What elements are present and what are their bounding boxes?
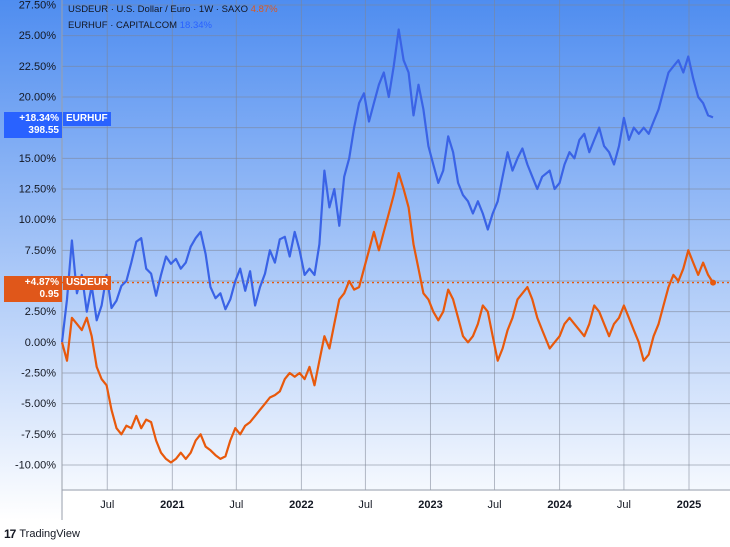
y-axis: 27.50%25.00%22.50%20.00%17.50%15.00%12.5… (15, 0, 63, 520)
x-tick-label: Jul (229, 499, 243, 511)
eurhuf-name-tag: EURHUF (63, 112, 111, 126)
y-tick-label: 15.00% (19, 153, 57, 165)
usdeur-price-tag: +4.87% 0.95 (4, 276, 62, 302)
footer-brand[interactable]: 17 TradingView (4, 527, 80, 541)
series-line-usdeur (60, 172, 714, 464)
y-tick-label: 22.50% (19, 61, 57, 73)
y-tick-label: 27.50% (19, 0, 57, 12)
x-tick-label: 2023 (418, 499, 442, 511)
y-tick-label: 7.50% (25, 245, 56, 257)
eurhuf-change-tag: +18.34% (19, 113, 59, 124)
y-tick-label: -10.00% (15, 460, 56, 472)
x-tick-label: 2022 (289, 499, 313, 511)
x-tick-label: Jul (100, 499, 114, 511)
legend-usdeur-change: 4.87% (250, 4, 278, 15)
series-group (60, 28, 717, 464)
usdeur-price-value: 0.95 (39, 289, 59, 300)
x-tick-label: Jul (617, 499, 631, 511)
y-tick-label: 0.00% (25, 337, 56, 349)
x-axis-band (63, 491, 730, 520)
x-tick-label: 2025 (677, 499, 701, 511)
y-tick-label: -7.50% (21, 429, 56, 441)
legend-eurhuf-text: EURHUF · CAPITALCOM (68, 20, 178, 31)
legend-usdeur-text: USDEUR · U.S. Dollar / Euro · 1W · SAXO (68, 4, 249, 15)
x-tick-label: 2021 (160, 499, 184, 511)
x-axis: Jul 2021 Jul 2022 Jul 2023 Jul 2024 Jul 2025 (62, 489, 730, 520)
tradingview-logo-icon: 17 (4, 527, 16, 541)
legend-eurhuf-change: 18.34% (179, 20, 212, 31)
y-tick-label: 20.00% (19, 92, 57, 104)
eurhuf-price-value: 398.55 (28, 125, 59, 136)
x-tick-label: Jul (487, 499, 501, 511)
y-tick-label: 12.50% (19, 184, 57, 196)
legend-eurhuf[interactable]: EURHUF · CAPITALCOM 18.34% (68, 20, 212, 31)
usdeur-name-tag: USDEUR (63, 276, 112, 290)
grid-lines (62, 0, 730, 490)
tradingview-brand-text: TradingView (19, 528, 80, 540)
y-tick-label: 25.00% (19, 30, 57, 42)
y-tick-label: -5.00% (21, 398, 56, 410)
y-tick-label: 10.00% (19, 214, 57, 226)
eurhuf-price-tag: +18.34% 398.55 (4, 112, 62, 138)
series-line-eurhuf (60, 28, 714, 343)
usdeur-change-tag: +4.87% (24, 277, 59, 288)
y-tick-label: -2.50% (21, 368, 56, 380)
x-tick-label: 2024 (547, 499, 572, 511)
series-last-point-usdeur (710, 279, 717, 286)
y-tick-label: 2.50% (25, 306, 56, 318)
legend-usdeur[interactable]: USDEUR · U.S. Dollar / Euro · 1W · SAXO … (68, 4, 278, 15)
x-tick-label: Jul (358, 499, 372, 511)
